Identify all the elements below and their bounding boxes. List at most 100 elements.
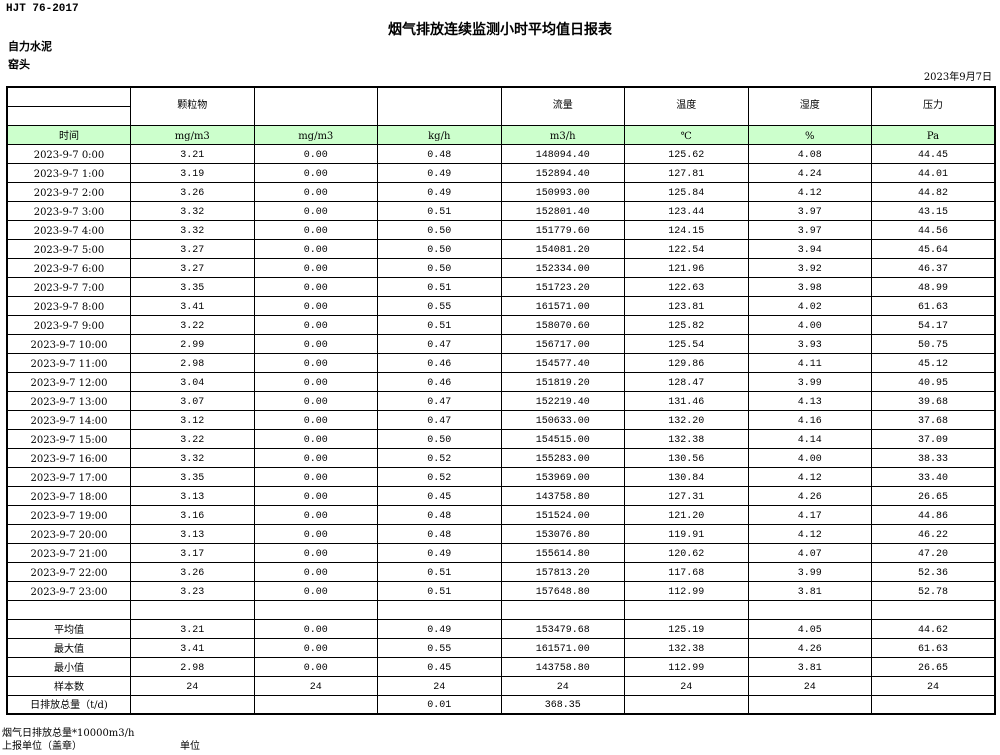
value-cell: 3.27 bbox=[130, 257, 255, 278]
summary-value: 24 bbox=[253, 675, 378, 696]
value-cell: 155283.00 bbox=[500, 447, 625, 468]
column-header: 湿度 bbox=[747, 86, 872, 126]
summary-value bbox=[871, 694, 996, 715]
value-cell: 121.20 bbox=[624, 504, 749, 525]
value-cell: 0.51 bbox=[377, 200, 502, 221]
value-cell: 3.26 bbox=[130, 181, 255, 202]
unit-header: ℃ bbox=[624, 124, 749, 145]
value-cell: 122.54 bbox=[624, 238, 749, 259]
value-cell: 3.21 bbox=[130, 143, 255, 164]
summary-label: 平均值 bbox=[6, 618, 131, 639]
value-cell: 0.00 bbox=[253, 428, 378, 449]
value-cell: 37.68 bbox=[871, 409, 996, 430]
report-date: 2023年9月7日 bbox=[923, 72, 992, 83]
value-cell: 0.51 bbox=[377, 314, 502, 335]
value-cell: 4.00 bbox=[747, 447, 872, 468]
column-header: 流量 bbox=[500, 86, 625, 126]
summary-value bbox=[253, 694, 378, 715]
value-cell: 4.24 bbox=[747, 162, 872, 183]
value-cell: 0.46 bbox=[377, 352, 502, 373]
summary-value: 0.00 bbox=[253, 637, 378, 658]
summary-value: 4.26 bbox=[747, 637, 872, 658]
value-cell: 130.84 bbox=[624, 466, 749, 487]
value-cell: 0.00 bbox=[253, 352, 378, 373]
value-cell: 0.49 bbox=[377, 162, 502, 183]
value-cell: 0.45 bbox=[377, 485, 502, 506]
value-cell: 33.40 bbox=[871, 466, 996, 487]
value-cell: 0.00 bbox=[253, 314, 378, 335]
value-cell: 154577.40 bbox=[500, 352, 625, 373]
value-cell: 0.00 bbox=[253, 143, 378, 164]
time-cell: 2023-9-7 9:00 bbox=[6, 314, 131, 335]
table-row: 2023-9-7 2:00 3.26 0.00 0.49 150993.00 125.84… bbox=[6, 181, 996, 202]
table-row: 2023-9-7 21:00 3.17 0.00 0.49 155614.80 120.6… bbox=[6, 542, 996, 563]
value-cell: 151723.20 bbox=[500, 276, 625, 297]
value-cell: 156717.00 bbox=[500, 333, 625, 354]
table-row: 2023-9-7 11:00 2.98 0.00 0.46 154577.40 129.8… bbox=[6, 352, 996, 373]
summary-value: 0.00 bbox=[253, 618, 378, 639]
unit-header: kg/h bbox=[377, 124, 502, 145]
value-cell: 0.00 bbox=[253, 257, 378, 278]
value-cell: 2.98 bbox=[130, 352, 255, 373]
value-cell: 4.07 bbox=[747, 542, 872, 563]
value-cell: 4.16 bbox=[747, 409, 872, 430]
value-cell: 3.32 bbox=[130, 200, 255, 221]
column-header bbox=[377, 86, 502, 126]
value-cell: 4.11 bbox=[747, 352, 872, 373]
summary-label: 日排放总量（t/d) bbox=[6, 694, 131, 715]
value-cell: 132.38 bbox=[624, 428, 749, 449]
value-cell: 150993.00 bbox=[500, 181, 625, 202]
reporter-label: 上报单位（盖章） bbox=[2, 741, 82, 752]
time-cell: 2023-9-7 17:00 bbox=[6, 466, 131, 487]
value-cell: 152894.40 bbox=[500, 162, 625, 183]
value-cell: 0.52 bbox=[377, 466, 502, 487]
blank-row bbox=[6, 599, 996, 620]
time-cell: 2023-9-7 3:00 bbox=[6, 200, 131, 221]
value-cell: 130.56 bbox=[624, 447, 749, 468]
value-cell: 50.75 bbox=[871, 333, 996, 354]
value-cell: 3.99 bbox=[747, 561, 872, 582]
value-cell: 0.00 bbox=[253, 447, 378, 468]
summary-value: 44.62 bbox=[871, 618, 996, 639]
value-cell: 38.33 bbox=[871, 447, 996, 468]
value-cell: 44.45 bbox=[871, 143, 996, 164]
table-row: 2023-9-7 10:00 2.99 0.00 0.47 156717.00 125.5… bbox=[6, 333, 996, 354]
table-row: 2023-9-7 0:00 3.21 0.00 0.48 148094.40 125.62… bbox=[6, 143, 996, 164]
value-cell: 152801.40 bbox=[500, 200, 625, 221]
value-cell: 151779.60 bbox=[500, 219, 625, 240]
empty-cell bbox=[253, 599, 378, 620]
value-cell: 44.86 bbox=[871, 504, 996, 525]
value-cell: 43.15 bbox=[871, 200, 996, 221]
unit-header: % bbox=[747, 124, 872, 145]
value-cell: 0.00 bbox=[253, 333, 378, 354]
value-cell: 3.92 bbox=[747, 257, 872, 278]
unit-header: 时间 bbox=[6, 124, 131, 145]
value-cell: 44.01 bbox=[871, 162, 996, 183]
value-cell: 3.35 bbox=[130, 466, 255, 487]
header-corner-bottom bbox=[6, 105, 131, 126]
time-cell: 2023-9-7 12:00 bbox=[6, 371, 131, 392]
value-cell: 143758.80 bbox=[500, 485, 625, 506]
summary-value: 143758.80 bbox=[500, 656, 625, 677]
value-cell: 3.13 bbox=[130, 485, 255, 506]
value-cell: 0.48 bbox=[377, 523, 502, 544]
value-cell: 117.68 bbox=[624, 561, 749, 582]
summary-label: 样本数 bbox=[6, 675, 131, 696]
table-row: 2023-9-7 22:00 3.26 0.00 0.51 157813.20 117.6… bbox=[6, 561, 996, 582]
summary-value: 3.81 bbox=[747, 656, 872, 677]
value-cell: 2.99 bbox=[130, 333, 255, 354]
value-cell: 3.13 bbox=[130, 523, 255, 544]
summary-value: 161571.00 bbox=[500, 637, 625, 658]
value-cell: 0.00 bbox=[253, 295, 378, 316]
summary-row: 最大值 3.41 0.00 0.55 161571.00 132.38 4.26 61.63 bbox=[6, 637, 996, 658]
value-cell: 128.47 bbox=[624, 371, 749, 392]
summary-value: 24 bbox=[500, 675, 625, 696]
value-cell: 153076.80 bbox=[500, 523, 625, 544]
value-cell: 45.12 bbox=[871, 352, 996, 373]
value-cell: 0.51 bbox=[377, 276, 502, 297]
value-cell: 122.63 bbox=[624, 276, 749, 297]
time-cell: 2023-9-7 11:00 bbox=[6, 352, 131, 373]
time-cell: 2023-9-7 15:00 bbox=[6, 428, 131, 449]
empty-cell bbox=[747, 599, 872, 620]
company-name: 自力水泥 bbox=[8, 40, 52, 53]
